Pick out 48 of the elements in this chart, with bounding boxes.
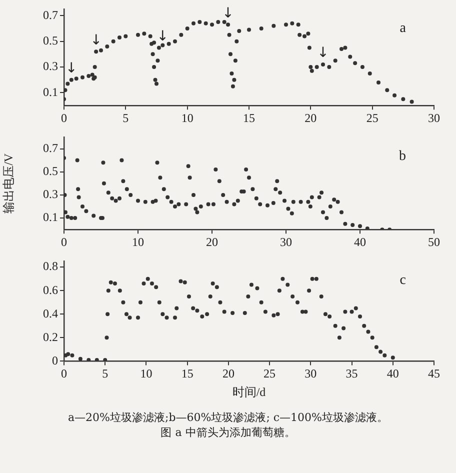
y-tick-label: 0.1 (43, 210, 58, 224)
text: a—20%垃圾渗滤液;b—60%垃圾渗滤液; c—100%垃圾渗滤液。 (66, 410, 389, 425)
x-axis-title: 时间/d (232, 384, 266, 399)
y-tick-label: 0.6 (43, 282, 58, 297)
x-tick-label: 50 (428, 234, 440, 249)
annotation: ↓ (90, 32, 102, 48)
x-tick-label: 0 (61, 234, 67, 249)
x-tick-label: 20 (222, 366, 234, 381)
y-tick-label: 0.1 (43, 84, 58, 99)
annotation: ↓ (317, 45, 329, 62)
annotation: ↓ (156, 28, 169, 44)
text: 图 a 中箭头为添加葡萄糖。 (160, 425, 296, 440)
x-tick-label: 20 (206, 234, 218, 249)
y-axis-title: 输出电压/V (1, 153, 16, 214)
x-tick-label: 25 (264, 366, 276, 381)
y-tick-label: 0.7 (43, 140, 58, 155)
x-tick-label: 10 (181, 110, 194, 125)
x-tick-label: 40 (386, 366, 399, 381)
x-tick-label: 30 (304, 366, 317, 381)
annotation: a (400, 20, 407, 36)
annotation: ↓ (66, 60, 78, 77)
x-tick-label: 40 (354, 234, 366, 249)
x-tick-label: 45 (428, 366, 440, 381)
x-tick-label: 0 (61, 110, 67, 125)
y-tick-label: 0.4 (43, 306, 58, 320)
x-tick-label: 10 (132, 234, 144, 249)
x-tick-label: 25 (366, 110, 378, 125)
x-tick-label: 15 (243, 110, 255, 125)
y-tick-label: 0.5 (43, 164, 58, 178)
x-tick-label: 0 (61, 366, 67, 381)
annotation: b (399, 148, 406, 164)
y-tick-label: 0.3 (43, 59, 58, 74)
x-tick-label: 5 (122, 110, 129, 125)
y-tick-label: 0.5 (43, 33, 58, 48)
x-tick-label: 20 (304, 110, 317, 125)
x-tick-label: 30 (280, 234, 292, 249)
x-tick-label: 15 (181, 366, 194, 381)
y-tick-label: 0.7 (43, 8, 58, 22)
annotation: c (400, 272, 406, 288)
x-tick-label: 35 (346, 366, 358, 381)
y-tick-label: 0 (52, 353, 58, 368)
y-tick-label: 0.8 (43, 259, 58, 274)
y-tick-label: 0.3 (43, 187, 58, 202)
x-tick-label: 10 (140, 366, 152, 381)
y-tick-label: 0.2 (43, 330, 58, 344)
annotation: ↓ (222, 5, 234, 22)
x-tick-label: 30 (428, 110, 440, 125)
x-tick-label: 5 (102, 366, 108, 381)
